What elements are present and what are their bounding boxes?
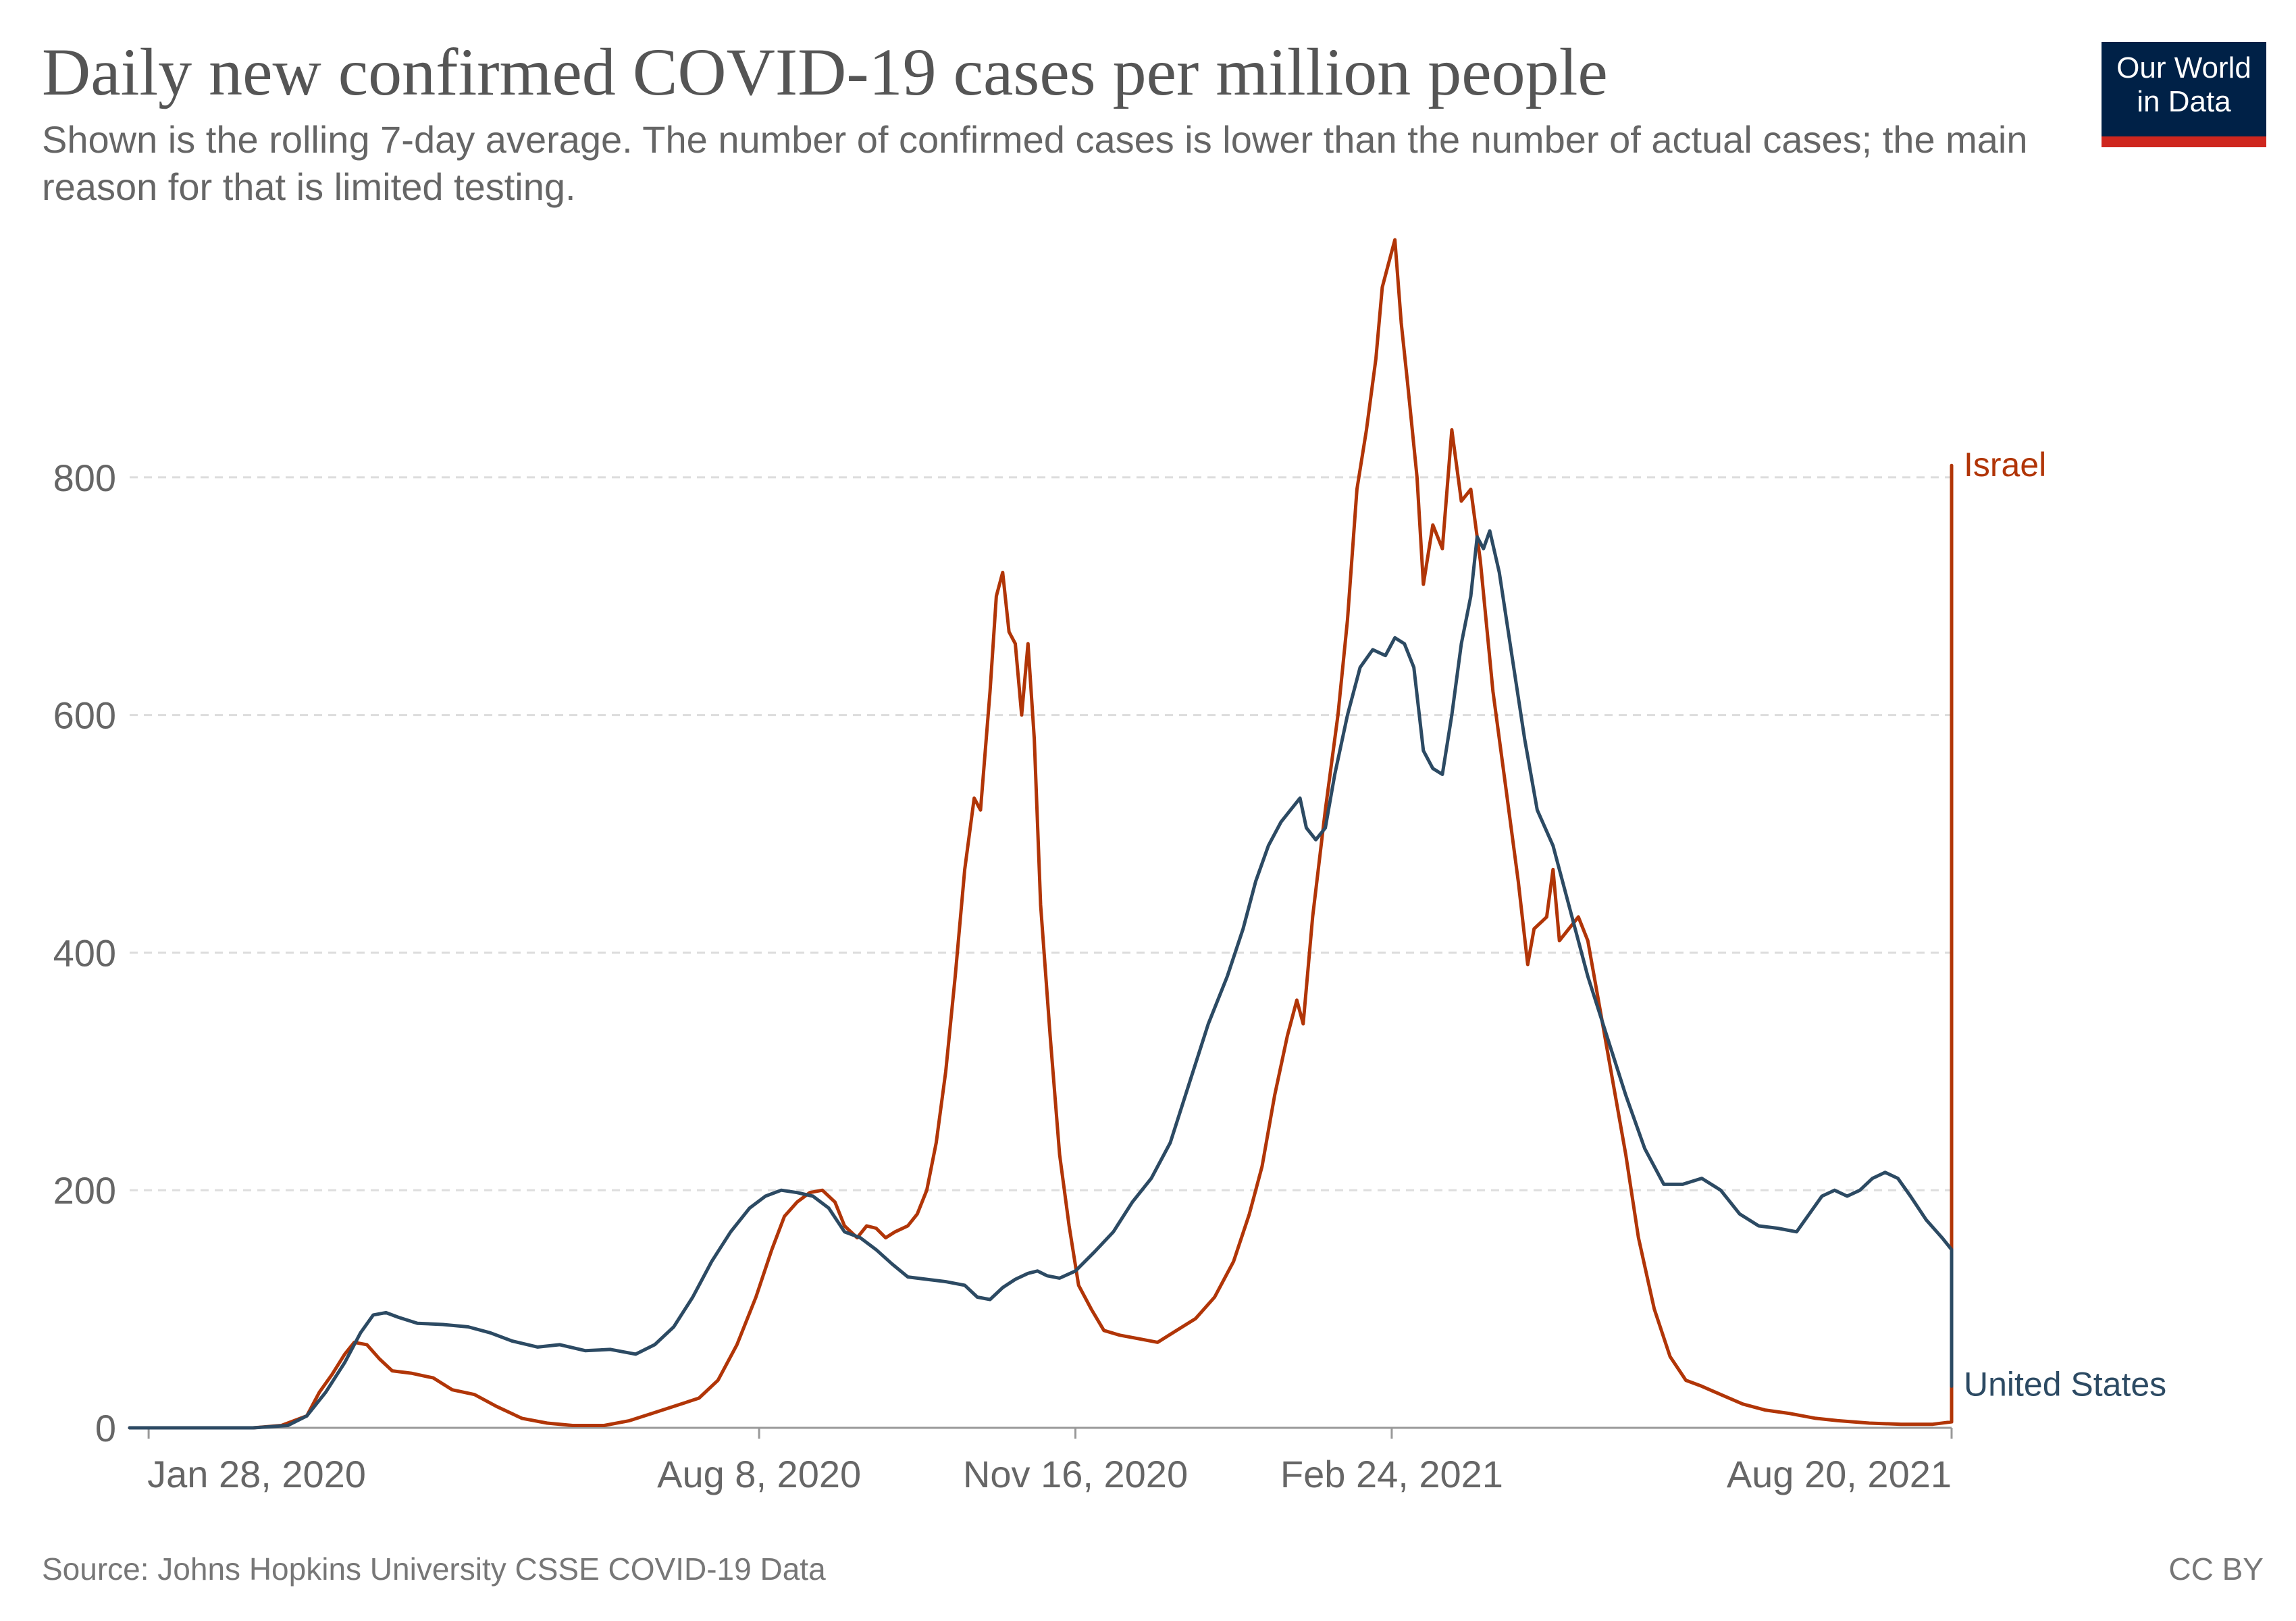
series-labels: Israel United States — [1964, 446, 2166, 1403]
x-tick-label: Nov 16, 2020 — [963, 1453, 1188, 1495]
x-axis: Jan 28, 2020 Aug 8, 2020 Nov 16, 2020 Feb 2… — [130, 1426, 1953, 1495]
x-tick-label: Jan 28, 2020 — [147, 1453, 366, 1495]
license-link[interactable]: CC BY — [2168, 1551, 2264, 1587]
series-label: Israel — [1964, 446, 2046, 484]
x-tick-label: Feb 24, 2021 — [1280, 1453, 1503, 1495]
y-tick-label: 600 — [53, 694, 116, 737]
series-line-united-states[interactable] — [128, 529, 1954, 1430]
x-tick-label: Aug 8, 2020 — [657, 1453, 861, 1495]
gridlines: 0 200 400 600 800 — [53, 457, 1952, 1449]
logo-line-2: in Data — [2137, 85, 2231, 118]
logo-line-1: Our World — [2116, 51, 2251, 84]
source-note: Source: Johns Hopkins University CSSE CO… — [42, 1551, 826, 1587]
y-tick-label: 0 — [95, 1407, 116, 1449]
y-tick-label: 200 — [53, 1169, 116, 1212]
y-tick-label: 400 — [53, 931, 116, 974]
series-lines — [128, 238, 1954, 1430]
y-tick-label: 800 — [53, 457, 116, 499]
chart-title: Daily new confirmed COVID-19 cases per m… — [42, 34, 1608, 109]
chart-subtitle: Shown is the rolling 7-day average. The … — [42, 118, 2028, 208]
series-label: United States — [1964, 1366, 2166, 1404]
our-world-in-data-logo[interactable]: Our World in Data — [2102, 42, 2266, 147]
series-line-israel[interactable] — [128, 238, 1954, 1430]
x-tick-label: Aug 20, 2021 — [1727, 1453, 1952, 1495]
